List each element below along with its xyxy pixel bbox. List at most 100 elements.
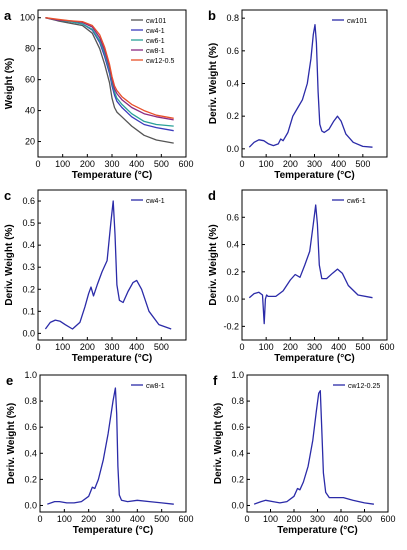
series-line-cw12-0.5: [45, 17, 174, 119]
x-tick-label: 500: [154, 159, 169, 169]
y-tick-label: 0.4: [226, 79, 239, 89]
x-tick-label: 0: [35, 159, 40, 169]
legend-entry: cw4-1: [146, 198, 165, 205]
y-tick-label: 0.8: [24, 396, 37, 406]
panel-c: c 0.0 0.1 0.2 0.3 0.4 0.5 0.6 0 100 200 300 400 500Te…: [4, 188, 187, 364]
y-tick-label: 0.0: [226, 294, 239, 304]
legend-entry: cw4-1: [146, 28, 165, 35]
x-tick-label: 500: [154, 342, 169, 352]
x-tick-label: 400: [130, 514, 145, 524]
y-tick-label: 0.0: [24, 500, 37, 510]
x-tick-label: 100: [259, 159, 274, 169]
y-tick-label: 0.2: [231, 474, 244, 484]
panel-label: a: [4, 8, 12, 23]
x-tick-label: 500: [154, 514, 169, 524]
x-tick-label: 600: [178, 159, 193, 169]
panel-b: b 0.0 0.2 0.4 0.6 0.8 0 100 200 300 400 500Temperat…: [208, 8, 388, 181]
y-tick-label: 0.6: [22, 196, 35, 206]
y-tick-label: 0.4: [231, 448, 244, 458]
x-tick-label: 500: [357, 514, 372, 524]
y-axis-label: Deriv. Weight (%): [6, 403, 17, 484]
x-axis-label: Temperature (°C): [274, 170, 355, 181]
y-tick-label: 1.0: [231, 370, 244, 380]
y-tick-label: 0.0: [22, 328, 35, 338]
y-tick-label: 0.6: [24, 422, 37, 432]
x-tick-label: 0: [37, 514, 42, 524]
y-tick-label: 0.1: [22, 306, 35, 316]
series-line-cw12-0.25: [253, 390, 374, 505]
x-tick-label: 300: [307, 159, 322, 169]
x-tick-label: 200: [283, 159, 298, 169]
x-tick-label: 100: [263, 514, 278, 524]
x-axis-label: Temperature (°C): [73, 525, 154, 536]
x-tick-label: 300: [104, 342, 119, 352]
y-tick-label: 100: [20, 13, 35, 23]
x-tick-label: 0: [244, 514, 249, 524]
x-tick-label: 200: [283, 342, 298, 352]
y-axis-label: Deriv. Weight (%): [208, 43, 219, 124]
legend-entry: cw101: [146, 18, 166, 25]
y-axis-label: Weight (%): [4, 58, 15, 109]
x-tick-label: 400: [129, 342, 144, 352]
plot-frame: [241, 9, 388, 158]
y-axis-label: Deriv. Weight (%): [213, 403, 224, 484]
series-line-cw101: [248, 24, 373, 148]
x-tick-label: 500: [355, 342, 370, 352]
y-tick-label: 0.4: [24, 448, 37, 458]
x-axis-label: Temperature (°C): [274, 353, 355, 364]
panel-a: a 20 40 60 80 100 0 100 200 300 400 500 600 Temperatu…: [4, 8, 194, 181]
y-tick-label: 60: [25, 75, 35, 85]
x-tick-label: 200: [81, 514, 96, 524]
x-tick-label: 400: [331, 342, 346, 352]
x-tick-label: 300: [105, 514, 120, 524]
panel-e: e 0.0 0.2 0.4 0.6 0.8 1.0 0 100 200 300 400 500 600 Te…: [6, 370, 194, 536]
x-axis-label: Temperature (°C): [72, 353, 153, 364]
legend-entry: cw101: [347, 18, 367, 25]
panel-f: f 0.0 0.2 0.4 0.6 0.8 1.0 0 100 200 300 400 500 600 Te…: [213, 370, 396, 536]
x-tick-label: 100: [55, 342, 70, 352]
y-tick-label: 0.4: [226, 240, 239, 250]
x-tick-label: 0: [35, 342, 40, 352]
y-tick-label: 0.3: [22, 262, 35, 272]
legend-entry: cw12-0.25: [348, 383, 380, 390]
y-tick-label: 0.0: [226, 144, 239, 154]
plot-frame: [39, 374, 187, 513]
y-axis-label: Deriv. Weight (%): [208, 224, 219, 305]
y-tick-label: 20: [25, 137, 35, 147]
y-tick-label: 0.2: [226, 111, 239, 121]
plot-frame: [246, 374, 389, 513]
y-tick-label: 1.0: [24, 370, 37, 380]
panel-label: f: [213, 373, 218, 388]
x-tick-label: 600: [178, 514, 193, 524]
y-tick-label: 0.4: [22, 240, 35, 250]
x-tick-label: 400: [129, 159, 144, 169]
y-tick-label: 80: [25, 44, 35, 54]
x-tick-label: 200: [80, 342, 95, 352]
series-line-cw6-1: [248, 204, 373, 325]
x-tick-label: 100: [57, 514, 72, 524]
panel-d: d -0.2 0.0 0.2 0.4 0.6 0 100 200 300 400 500 600 Temp…: [208, 188, 395, 364]
y-tick-label: 0.8: [226, 13, 239, 23]
x-axis-label: Temperature (°C): [72, 170, 153, 181]
x-tick-label: 300: [307, 342, 322, 352]
y-tick-label: 40: [25, 106, 35, 116]
series-line-cw101: [45, 17, 174, 144]
legend-entry: cw12-0.5: [146, 58, 175, 65]
x-tick-label: 400: [331, 159, 346, 169]
x-tick-label: 0: [239, 342, 244, 352]
y-tick-label: 0.8: [231, 396, 244, 406]
y-tick-label: 0.6: [231, 422, 244, 432]
panel-label: d: [208, 188, 216, 203]
x-tick-label: 0: [239, 159, 244, 169]
legend-entry: cw6-1: [347, 198, 366, 205]
legend-entry: cw6-1: [146, 38, 165, 45]
x-tick-label: 600: [380, 514, 395, 524]
legend-entry: cw8-1: [146, 383, 165, 390]
y-tick-label: 0.6: [226, 212, 239, 222]
x-tick-label: 100: [259, 342, 274, 352]
x-axis-label: Temperature (°C): [277, 525, 358, 536]
y-tick-label: 0.0: [231, 500, 244, 510]
x-tick-label: 600: [379, 342, 394, 352]
x-tick-label: 500: [355, 159, 370, 169]
